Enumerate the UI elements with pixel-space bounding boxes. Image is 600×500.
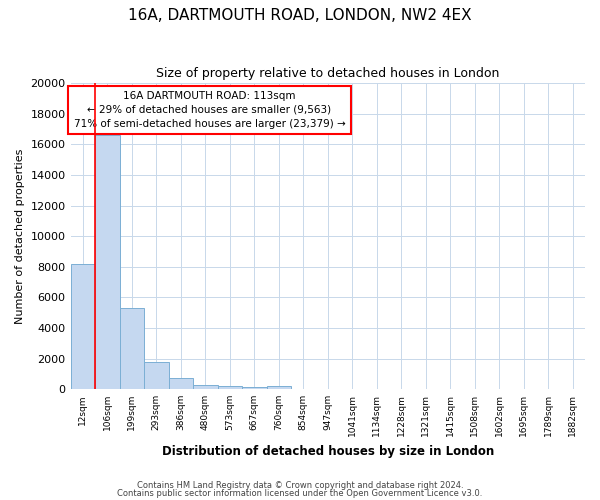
Bar: [119, 308, 144, 389]
Bar: [144, 362, 169, 389]
Text: Contains HM Land Registry data © Crown copyright and database right 2024.: Contains HM Land Registry data © Crown c…: [137, 481, 463, 490]
Text: 16A DARTMOUTH ROAD: 113sqm
← 29% of detached houses are smaller (9,563)
71% of s: 16A DARTMOUTH ROAD: 113sqm ← 29% of deta…: [74, 90, 346, 128]
Text: 16A, DARTMOUTH ROAD, LONDON, NW2 4EX: 16A, DARTMOUTH ROAD, LONDON, NW2 4EX: [128, 8, 472, 22]
Bar: [218, 386, 242, 389]
Bar: [266, 386, 291, 389]
X-axis label: Distribution of detached houses by size in London: Distribution of detached houses by size …: [161, 444, 494, 458]
Bar: [193, 384, 218, 389]
Title: Size of property relative to detached houses in London: Size of property relative to detached ho…: [156, 68, 499, 80]
Bar: [169, 378, 193, 389]
Bar: [71, 264, 95, 389]
Bar: [95, 135, 119, 389]
Y-axis label: Number of detached properties: Number of detached properties: [15, 148, 25, 324]
Text: Contains public sector information licensed under the Open Government Licence v3: Contains public sector information licen…: [118, 488, 482, 498]
Bar: [242, 387, 266, 389]
